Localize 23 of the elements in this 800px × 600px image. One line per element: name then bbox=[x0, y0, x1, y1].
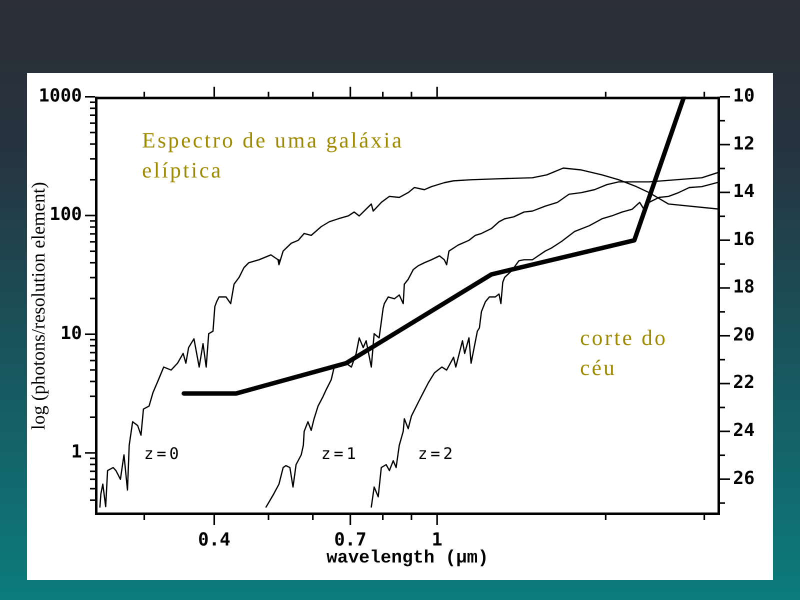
x-tick-label: 0.4 bbox=[198, 529, 231, 550]
y2-tick-label: 18 bbox=[733, 276, 755, 298]
y-tick-label: 1 bbox=[71, 442, 82, 463]
y2-tick-label: 10 bbox=[733, 85, 755, 106]
x-tick-label: 1 bbox=[432, 529, 443, 550]
series-label: z=0 bbox=[144, 444, 182, 464]
y-tick-label: 10 bbox=[60, 322, 82, 344]
y-tick-label: 1000 bbox=[38, 85, 82, 106]
y2-tick-label: 12 bbox=[733, 133, 755, 154]
y2-tick-label: 14 bbox=[733, 181, 755, 202]
y2-tick-label: 24 bbox=[733, 420, 755, 442]
x-tick-label: 0.7 bbox=[334, 529, 367, 550]
y2-tick-label: 16 bbox=[733, 228, 755, 250]
y2-tick-label: 22 bbox=[733, 372, 755, 394]
text: Espectro de uma galáxia elíptica bbox=[142, 128, 404, 183]
annotation: corte do céu bbox=[580, 325, 668, 380]
series-label: z=2 bbox=[418, 444, 456, 464]
y-tick-label: 100 bbox=[49, 204, 82, 226]
series-label: z=1 bbox=[321, 444, 360, 464]
y2-tick-label: 20 bbox=[733, 324, 755, 346]
y-axis-title: log (photons/resolution element) bbox=[28, 182, 50, 430]
y2-tick-label: 26 bbox=[733, 468, 755, 489]
x-axis-title: wavelength (μm) bbox=[326, 548, 489, 569]
